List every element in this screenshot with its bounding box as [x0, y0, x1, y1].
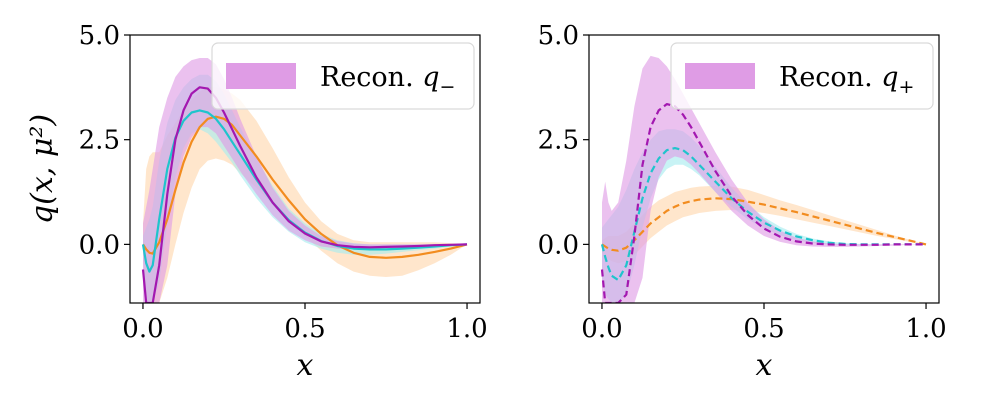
- y-tick-label: 2.5: [538, 126, 579, 156]
- y-tick-label: 0.0: [538, 230, 579, 260]
- y-axis-label: q(x, μ²): [25, 114, 60, 224]
- y-tick-label: 2.5: [79, 126, 120, 156]
- y-tick-label: 0.0: [79, 230, 120, 260]
- legend-label: Recon. q−: [320, 62, 455, 98]
- purple-band: [602, 55, 926, 303]
- orange-band: [602, 185, 926, 264]
- orange-line: [601, 197, 927, 252]
- x-tick-label: 0.5: [743, 314, 784, 344]
- x-tick-label: 0.0: [581, 314, 622, 344]
- x-axis-label: x: [756, 348, 773, 383]
- x-axis-label: x: [297, 348, 314, 383]
- legend-swatch: [685, 63, 755, 89]
- x-tick-label: 1.0: [905, 314, 946, 344]
- x-tick-label: 0.0: [122, 314, 163, 344]
- legend: Recon. q−: [211, 42, 475, 110]
- right-panel: 0.0 0.5 1.0 0.0 2.5 5.0 x Recon. q+: [538, 21, 947, 383]
- legend: Recon. q+: [670, 42, 934, 110]
- legend-box: [211, 42, 475, 110]
- plot-area: [600, 55, 927, 303]
- legend-box: [670, 42, 934, 110]
- purple-line: [141, 86, 468, 303]
- x-tick-label: 0.5: [284, 314, 325, 344]
- x-tick-label: 1.0: [446, 314, 487, 344]
- purple-line: [600, 103, 926, 303]
- cyan-line: [141, 109, 468, 273]
- y-tick-label: 5.0: [538, 21, 579, 51]
- legend-label: Recon. q+: [779, 62, 914, 98]
- y-tick-label: 5.0: [79, 21, 120, 51]
- plot-area: [141, 58, 468, 303]
- legend-swatch: [226, 63, 296, 89]
- left-panel: 0.0 0.5 1.0 0.0 2.5 5.0 x q(x, μ²) Recon. q−: [25, 21, 488, 383]
